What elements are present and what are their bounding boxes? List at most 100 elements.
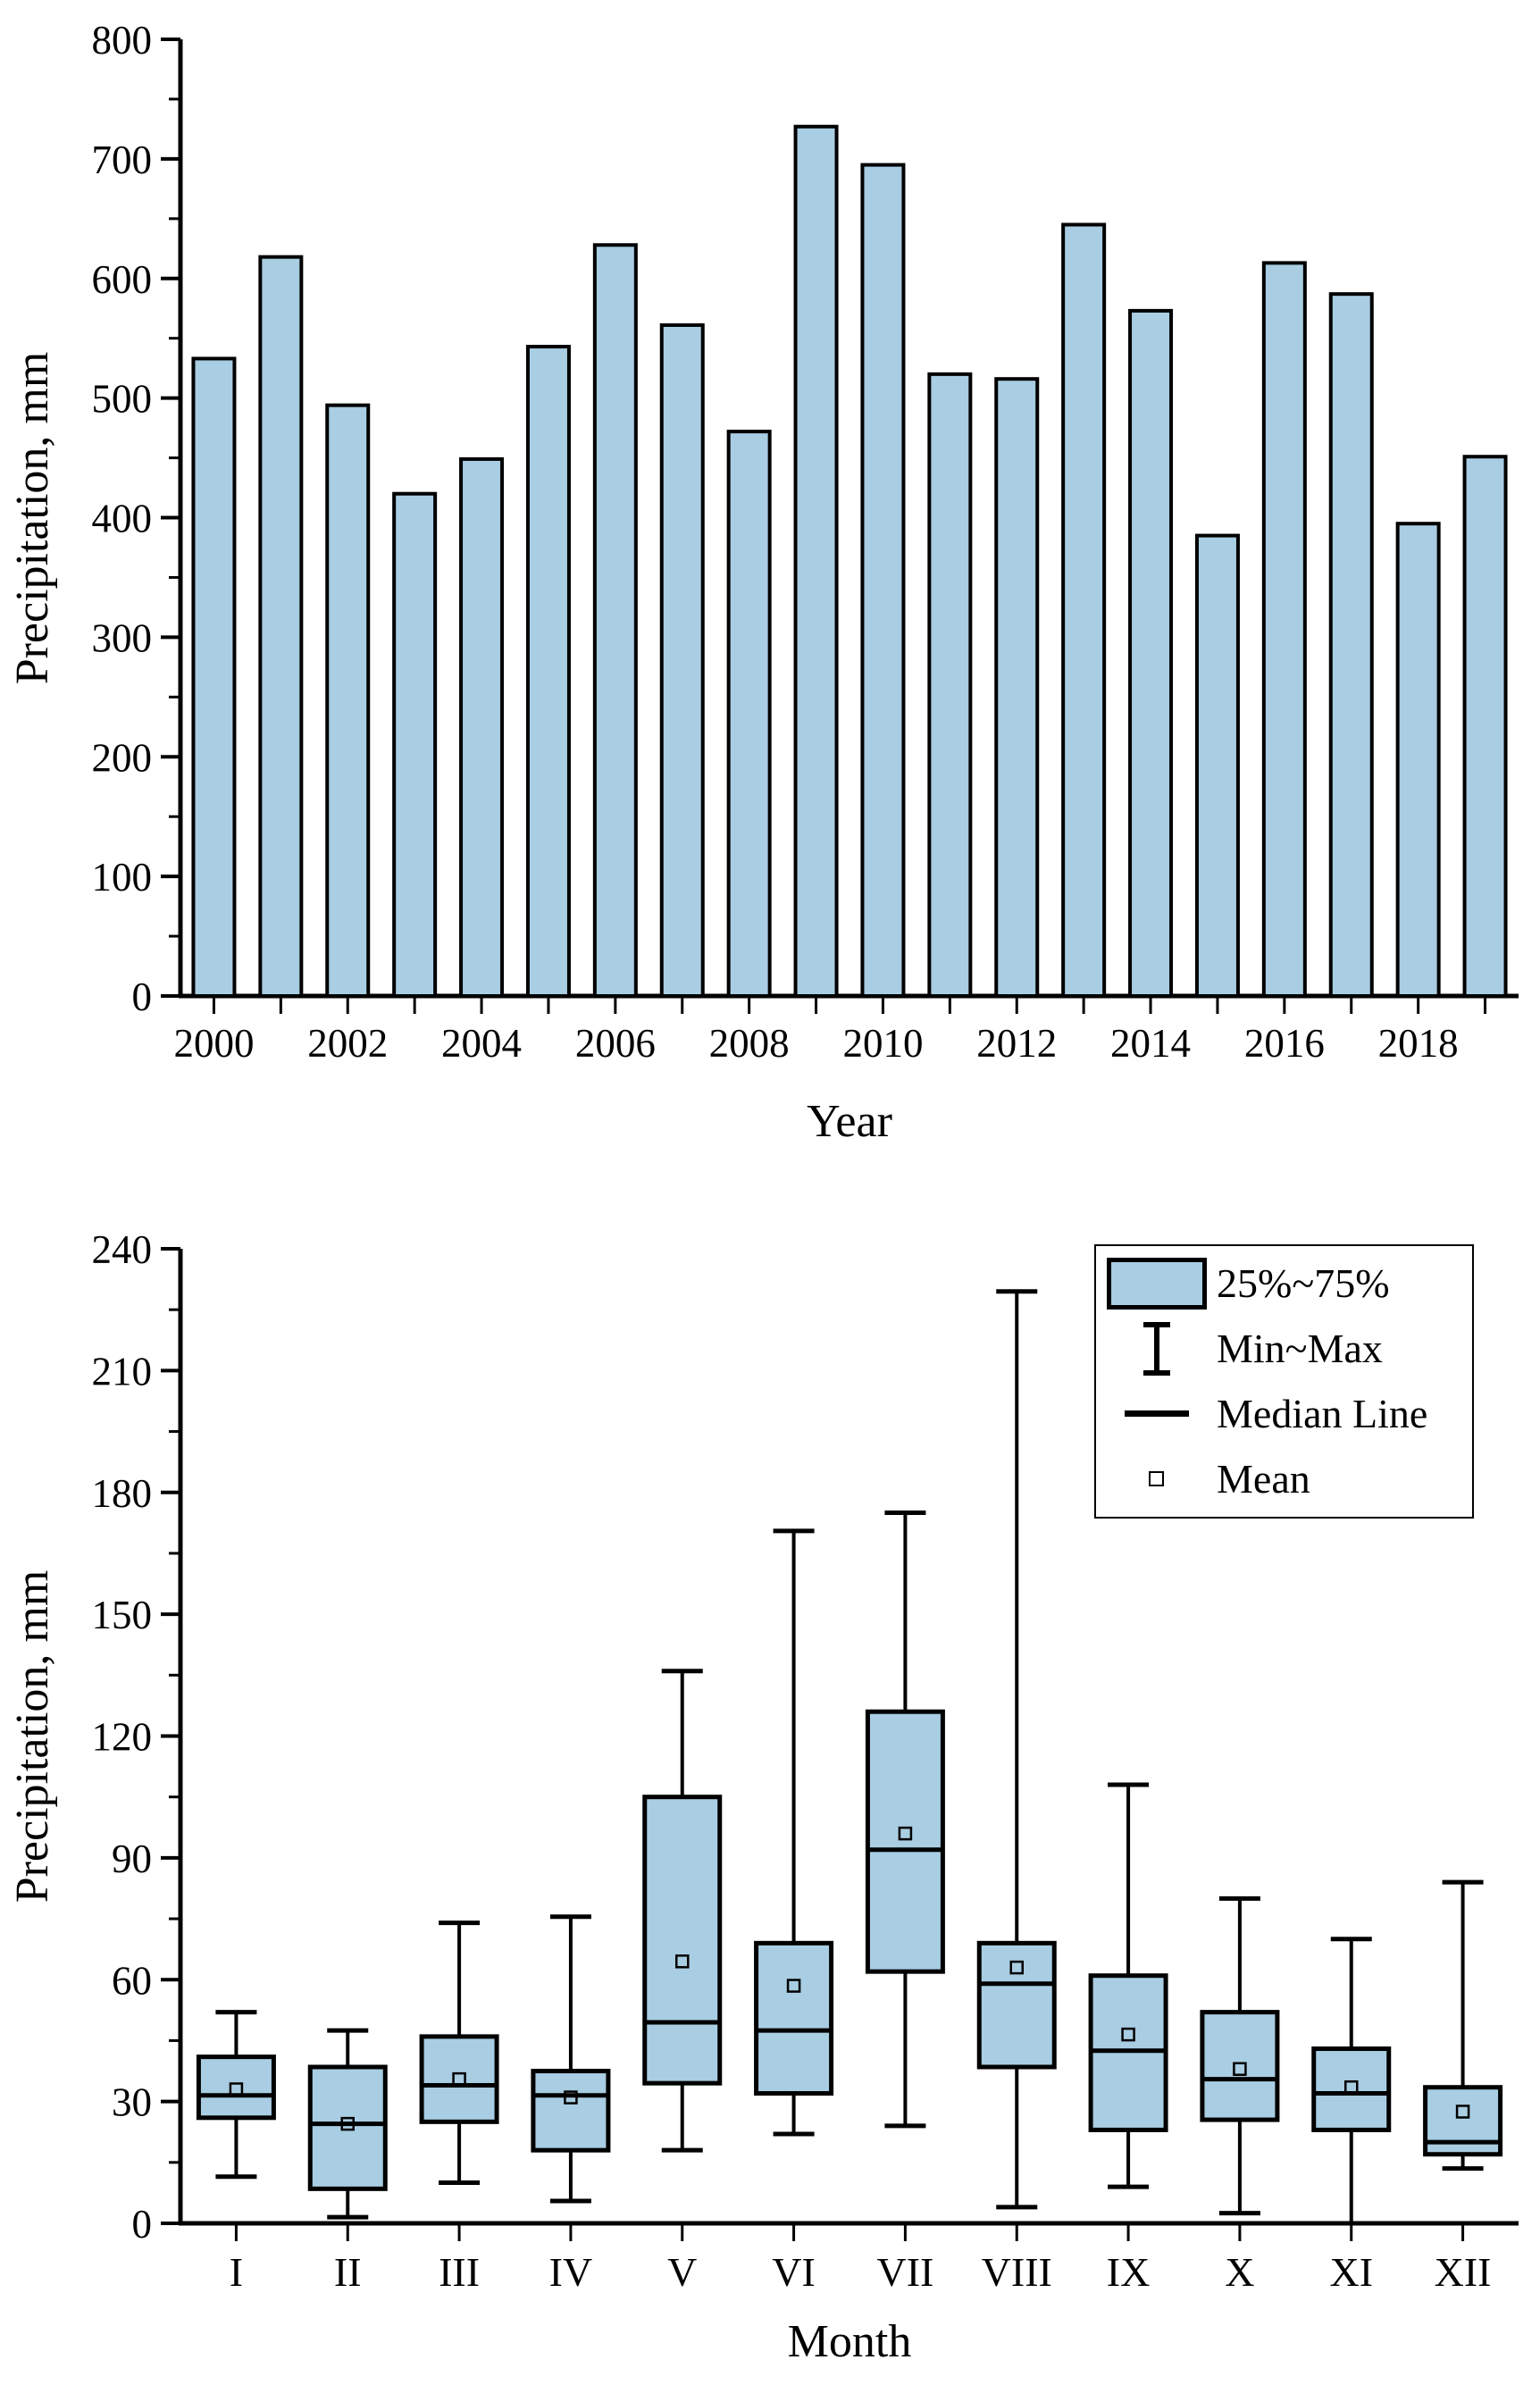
box-IV bbox=[531, 2069, 611, 2153]
x-tick-label: 2010 bbox=[842, 1021, 923, 1066]
x-tick-label: II bbox=[334, 2249, 362, 2295]
x-tick-label: 2008 bbox=[709, 1021, 790, 1066]
bar-2006 bbox=[592, 243, 638, 998]
x-tick-label: XII bbox=[1435, 2249, 1492, 2295]
bar-2005 bbox=[525, 345, 571, 998]
bar-2019 bbox=[1462, 455, 1508, 998]
y-tick-label: 500 bbox=[92, 377, 153, 422]
y-tick-label: 0 bbox=[132, 2202, 153, 2247]
mean-marker bbox=[1344, 2080, 1359, 2095]
x-tick-label: 2018 bbox=[1378, 1021, 1459, 1066]
min-max-whisker-icon bbox=[1096, 1321, 1217, 1377]
x-tick-label: X bbox=[1225, 2249, 1254, 2295]
legend-label-minmax: Min~Max bbox=[1217, 1326, 1383, 1372]
y-tick-label: 180 bbox=[92, 1471, 153, 1516]
bar-2004 bbox=[459, 456, 505, 998]
top-y-axis-title: Precipitation, mm bbox=[7, 351, 58, 685]
legend-item-iqr: 25%~75% bbox=[1096, 1252, 1472, 1315]
legend-label-mean: Mean bbox=[1217, 1455, 1310, 1502]
bar-2013 bbox=[1061, 222, 1107, 999]
bar-2012 bbox=[994, 377, 1040, 998]
mean-marker bbox=[564, 2090, 578, 2105]
x-tick-label: IV bbox=[549, 2249, 593, 2295]
x-tick-label: 2006 bbox=[575, 1021, 656, 1066]
legend-item-minmax: Min~Max bbox=[1096, 1318, 1472, 1380]
y-tick-label: 600 bbox=[92, 257, 153, 302]
y-tick-label: 240 bbox=[92, 1227, 153, 1272]
y-tick-label: 0 bbox=[132, 975, 153, 1019]
legend-box: 25%~75% Min~Max Median Line Mean bbox=[1094, 1244, 1474, 1519]
mean-marker bbox=[229, 2082, 244, 2096]
box-VIII bbox=[976, 1940, 1057, 2070]
bar-2017 bbox=[1328, 292, 1374, 998]
x-tick-label: VI bbox=[772, 2249, 816, 2295]
bar-2011 bbox=[927, 372, 973, 999]
x-tick-label: V bbox=[667, 2249, 697, 2295]
mean-marker bbox=[1009, 1960, 1024, 1975]
bar-2014 bbox=[1128, 308, 1174, 998]
legend-item-mean: Mean bbox=[1096, 1448, 1472, 1510]
x-tick-label: 2016 bbox=[1244, 1021, 1325, 1066]
box-VII bbox=[865, 1709, 945, 1974]
mean-marker bbox=[1121, 2027, 1135, 2042]
x-tick-label: 2014 bbox=[1110, 1021, 1191, 1066]
mean-marker bbox=[675, 1954, 690, 1969]
y-tick-label: 700 bbox=[92, 138, 153, 182]
x-tick-label: III bbox=[439, 2249, 480, 2295]
bar-2001 bbox=[258, 255, 304, 998]
mean-marker bbox=[786, 1979, 801, 1993]
y-tick-label: 300 bbox=[92, 615, 153, 660]
bar-2010 bbox=[860, 163, 906, 999]
x-tick-label: I bbox=[230, 2249, 243, 2295]
mean-marker bbox=[898, 1826, 913, 1841]
bottom-y-axis-title: Precipitation, mm bbox=[7, 1569, 58, 1904]
box-V bbox=[642, 1795, 723, 2086]
box-swatch-icon bbox=[1096, 1258, 1217, 1310]
mean-marker bbox=[340, 2116, 355, 2131]
mean-marker bbox=[1455, 2105, 1470, 2119]
mean-square-icon bbox=[1096, 1471, 1217, 1487]
x-tick-label: 2000 bbox=[173, 1021, 254, 1066]
box-VI bbox=[754, 1940, 834, 2096]
mean-marker bbox=[1233, 2062, 1247, 2077]
bar-2018 bbox=[1395, 522, 1441, 998]
legend-label-iqr: 25%~75% bbox=[1217, 1260, 1390, 1307]
y-tick-label: 150 bbox=[92, 1593, 153, 1637]
y-tick-label: 210 bbox=[92, 1349, 153, 1393]
box-II bbox=[307, 2064, 388, 2191]
y-tick-label: 30 bbox=[112, 2080, 152, 2125]
mean-marker bbox=[452, 2071, 466, 2087]
y-tick-label: 120 bbox=[92, 1715, 153, 1760]
y-tick-label: 60 bbox=[112, 1958, 152, 2003]
bar-2016 bbox=[1261, 261, 1307, 998]
bar-2002 bbox=[325, 403, 371, 999]
x-tick-label: VIII bbox=[982, 2249, 1052, 2295]
bar-2000 bbox=[191, 356, 237, 999]
x-tick-label: 2002 bbox=[307, 1021, 388, 1066]
x-tick-label: 2004 bbox=[441, 1021, 522, 1066]
median-line-icon bbox=[1096, 1410, 1217, 1418]
box-X bbox=[1200, 2010, 1280, 2122]
bar-2009 bbox=[793, 124, 839, 998]
legend-item-median: Median Line bbox=[1096, 1383, 1472, 1445]
y-tick-label: 90 bbox=[112, 1837, 152, 1881]
box-I bbox=[196, 2054, 276, 2121]
bar-2003 bbox=[392, 491, 438, 998]
bar-2015 bbox=[1194, 533, 1240, 998]
top-x-axis-title: Year bbox=[807, 1096, 892, 1147]
y-tick-label: 200 bbox=[92, 735, 153, 780]
bar-2007 bbox=[659, 322, 705, 998]
y-tick-label: 100 bbox=[92, 855, 153, 900]
bar-2008 bbox=[726, 430, 772, 998]
box-III bbox=[419, 2034, 499, 2124]
box-XI bbox=[1311, 2046, 1392, 2132]
legend-label-median: Median Line bbox=[1217, 1390, 1428, 1436]
x-tick-label: 2012 bbox=[976, 1021, 1057, 1066]
x-tick-label: XI bbox=[1329, 2249, 1373, 2295]
bottom-x-axis-title: Month bbox=[787, 2316, 912, 2367]
y-tick-label: 800 bbox=[92, 18, 153, 63]
y-tick-label: 400 bbox=[92, 497, 153, 541]
x-tick-label: VII bbox=[876, 2249, 933, 2295]
